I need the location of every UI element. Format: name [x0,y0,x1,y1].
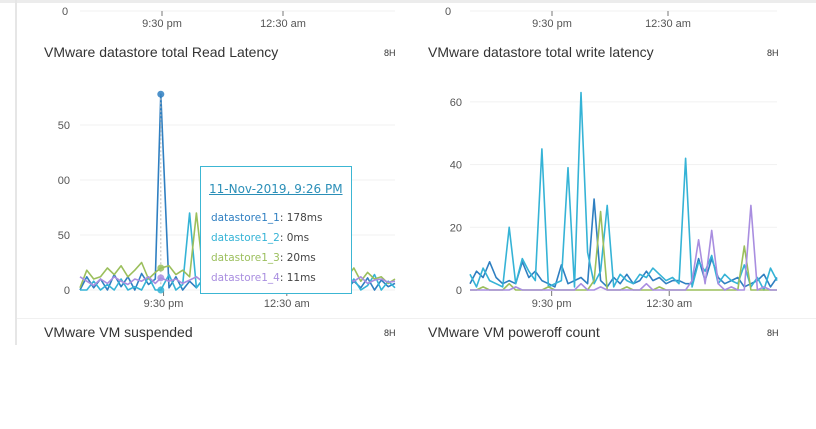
hover-marker-datastore1_4 [157,274,165,282]
x-tick-label: 9:30 pm [144,298,184,310]
hover-marker-datastore1_2 [157,286,165,294]
x-tick-label: 9:30 pm [532,298,572,310]
panel-title-write-latency: VMware datastore total write latency [428,44,654,60]
top-strip-axes: 0 9:30 pm 12:30 am 0 9:30 pm 12:30 am [62,6,777,30]
panel-title-read-latency: VMware datastore total Read Latency [44,44,279,60]
y-tick-label: 50 [58,230,70,242]
tooltip-series: datastore1_3 [211,252,280,264]
y-tick-label: 00 [58,175,70,187]
panel-title-vm-suspended: VMware VM suspended [44,324,193,340]
panel-title-vm-poweroff: VMware VM poweroff count [428,324,600,340]
tooltip-row: datastore1_3: 20ms [211,252,316,264]
series-line-datastore1_2 [469,91,778,291]
tooltip-row: datastore1_2: 0ms [211,232,309,244]
top-right-y-label: 0 [445,6,451,18]
time-range-button[interactable]: 8H [767,48,779,58]
top-left-x-label: 12:30 am [260,18,306,30]
time-range-button[interactable]: 8H [384,328,396,338]
top-right-x-label: 12:30 am [645,18,691,30]
top-scroll-edge [0,0,816,3]
tooltip-value: : 0ms [279,232,310,244]
hover-marker-datastore1_3 [157,264,165,272]
tooltip-row: datastore1_4: 11ms [211,272,316,284]
y-tick-label: 60 [450,97,462,109]
tooltip-series: datastore1_4 [211,272,280,284]
tooltip-value: : 178ms [279,212,323,224]
time-range-button[interactable]: 8H [767,328,779,338]
y-tick-label: 0 [456,285,462,297]
series-line-datastore1_1 [469,198,778,288]
y-tick-label: 20 [450,222,462,234]
sidebar-border [15,0,17,345]
top-left-x-label: 9:30 pm [142,18,182,30]
y-tick-label: 0 [64,285,70,297]
tooltip-row: datastore1_1: 178ms [211,212,322,224]
x-tick-label: 12:30 am [646,298,692,310]
tooltip-date: 11-Nov-2019, 9:26 PM [209,182,343,196]
tooltip-series: datastore1_2 [211,232,280,244]
top-right-x-label: 9:30 pm [532,18,572,30]
tooltip-value: : 11ms [279,272,316,284]
chart-tooltip: 11-Nov-2019, 9:26 PM datastore1_1: 178ms… [200,166,352,294]
panel-divider [17,318,816,319]
hover-marker-datastore1_1 [157,90,165,98]
tooltip-series: datastore1_1 [211,212,280,224]
x-tick-label: 12:30 am [264,298,310,310]
top-left-y-label: 0 [62,6,68,18]
y-tick-label: 50 [58,120,70,132]
y-tick-label: 40 [450,160,462,172]
series-line-datastore1_4 [470,204,777,291]
time-range-button[interactable]: 8H [384,48,396,58]
tooltip-value: : 20ms [279,252,316,264]
